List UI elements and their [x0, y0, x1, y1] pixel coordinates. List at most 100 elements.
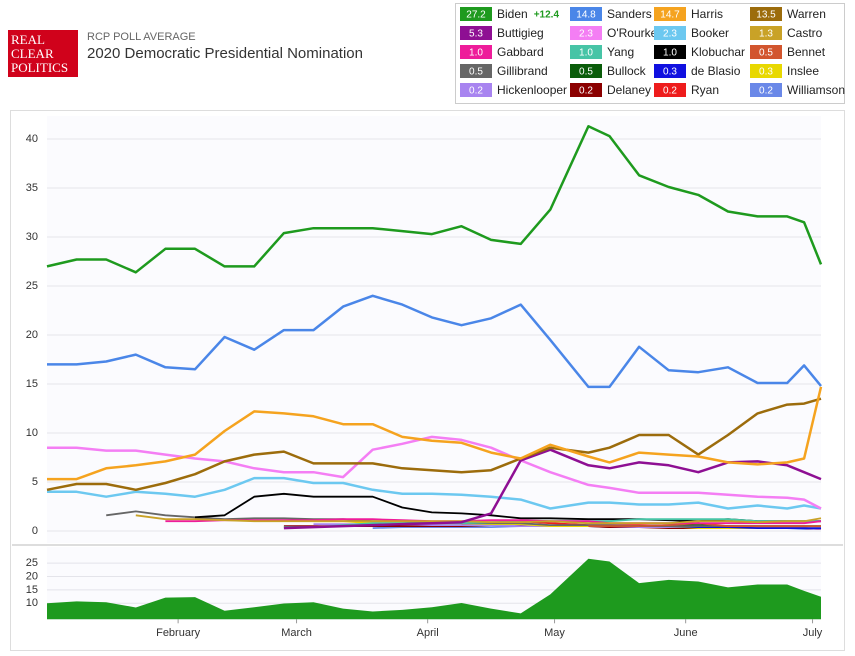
legend-name: Bennet	[787, 45, 826, 59]
legend-swatch	[750, 64, 782, 78]
legend-name: Hickenlooper	[497, 83, 567, 97]
legend-swatch	[460, 26, 492, 40]
legend-value: 0.2	[579, 86, 593, 97]
series-line	[46, 125, 823, 274]
series-line	[165, 518, 822, 525]
plot-area	[47, 116, 821, 543]
legend-value: 1.3	[759, 29, 773, 40]
legend: 27.2 Biden +12.4 14.8 Sanders 14.7 Harris 13.5 W…	[460, 7, 845, 97]
legend-swatch	[570, 64, 602, 78]
legend-name: Gillibrand	[497, 64, 548, 78]
y-tick-label: 25	[26, 557, 38, 569]
legend-swatch	[570, 45, 602, 59]
legend-value: 0.3	[663, 67, 677, 78]
legend-value: 0.5	[759, 48, 773, 59]
title: 2020 Democratic Presidential Nomination	[87, 45, 363, 62]
y-tick-label: 25	[26, 280, 38, 292]
series-line	[47, 294, 822, 389]
legend-name: O'Rourke	[607, 26, 658, 40]
legend-value: 0.2	[759, 86, 773, 97]
series-line	[46, 397, 822, 492]
y-tick-label: 15	[26, 378, 38, 390]
legend-value: 0.3	[759, 67, 773, 78]
legend-swatch	[750, 26, 782, 40]
x-tick-label: April	[417, 627, 439, 639]
logo-line: REAL	[11, 32, 45, 47]
legend-swatch	[654, 64, 686, 78]
y-tick-label: 5	[32, 476, 38, 488]
legend-swatch	[654, 7, 686, 21]
y-tick-label: 0	[32, 525, 38, 537]
legend-swatch	[460, 45, 492, 59]
legend-swatch	[654, 45, 686, 59]
legend-name: Castro	[787, 26, 823, 40]
legend-swatch	[460, 83, 492, 97]
x-tick-label: June	[674, 627, 698, 639]
y-tick-label: 30	[26, 231, 38, 243]
legend-value: 0.2	[469, 86, 483, 97]
series-line	[283, 448, 822, 530]
logo-box	[8, 30, 78, 77]
legend-name: Warren	[787, 7, 826, 21]
y-tick-label: 15	[26, 584, 38, 596]
x-tick-label: July	[803, 627, 823, 639]
x-tick-label: February	[156, 627, 201, 639]
y-tick-label: 20	[26, 329, 38, 341]
legend-name: Bullock	[607, 64, 647, 78]
legend-value: 1.0	[663, 48, 677, 59]
legend-name: Inslee	[787, 64, 819, 78]
legend-value: 1.0	[579, 48, 593, 59]
y-tick-label: 40	[26, 133, 38, 145]
logo-line: CLEAR	[11, 46, 54, 61]
legend-value: 13.5	[756, 10, 776, 21]
legend-swatch	[750, 83, 782, 97]
legend-value: 0.5	[579, 67, 593, 78]
legend-name: Yang	[607, 45, 634, 59]
legend-name: Buttigieg	[497, 26, 544, 40]
logo-line: POLITICS	[11, 60, 68, 75]
series-line	[47, 435, 822, 510]
legend-value: 2.3	[579, 29, 593, 40]
legend-name: Harris	[691, 7, 723, 21]
legend-swatch	[750, 7, 782, 21]
y-tick-label: 20	[26, 570, 38, 582]
legend-swatch	[570, 7, 602, 21]
legend-value: 14.8	[576, 10, 596, 21]
y-tick-label: 35	[26, 182, 38, 194]
legend-value: 14.7	[660, 10, 680, 21]
legend-name: de Blasio	[691, 64, 741, 78]
legend-name: Klobuchar	[691, 45, 745, 59]
legend-value: 1.0	[469, 48, 483, 59]
legend-swatch	[654, 83, 686, 97]
series-line	[588, 522, 821, 527]
legend-name: Biden	[497, 7, 528, 21]
legend-name: Ryan	[691, 83, 719, 97]
legend-value: 27.2	[466, 10, 486, 21]
legend-swatch	[654, 26, 686, 40]
legend-name: Delaney	[607, 83, 651, 97]
series-line	[135, 514, 822, 525]
legend-swatch	[570, 83, 602, 97]
spread-area	[47, 558, 821, 620]
legend-name: Booker	[691, 26, 729, 40]
legend-swatch	[460, 7, 492, 21]
legend-value: 5.3	[469, 29, 483, 40]
legend-swatch	[460, 64, 492, 78]
lines	[46, 125, 823, 620]
legend-value: 0.5	[469, 67, 483, 78]
legend-name: Williamson	[787, 83, 845, 97]
legend-value: 0.2	[663, 86, 677, 97]
legend-swatch	[570, 26, 602, 40]
x-tick-label: March	[281, 627, 312, 639]
legend-swatch	[750, 45, 782, 59]
y-tick-label: 10	[26, 597, 38, 609]
x-tick-label: May	[544, 627, 565, 639]
legend-name: Sanders	[607, 7, 652, 21]
y-tick-label: 10	[26, 427, 38, 439]
series-line	[47, 476, 822, 510]
lead-label: +12.4	[534, 10, 560, 21]
legend-value: 2.3	[663, 29, 677, 40]
kicker: RCP POLL AVERAGE	[87, 31, 196, 43]
legend-name: Gabbard	[497, 45, 544, 59]
